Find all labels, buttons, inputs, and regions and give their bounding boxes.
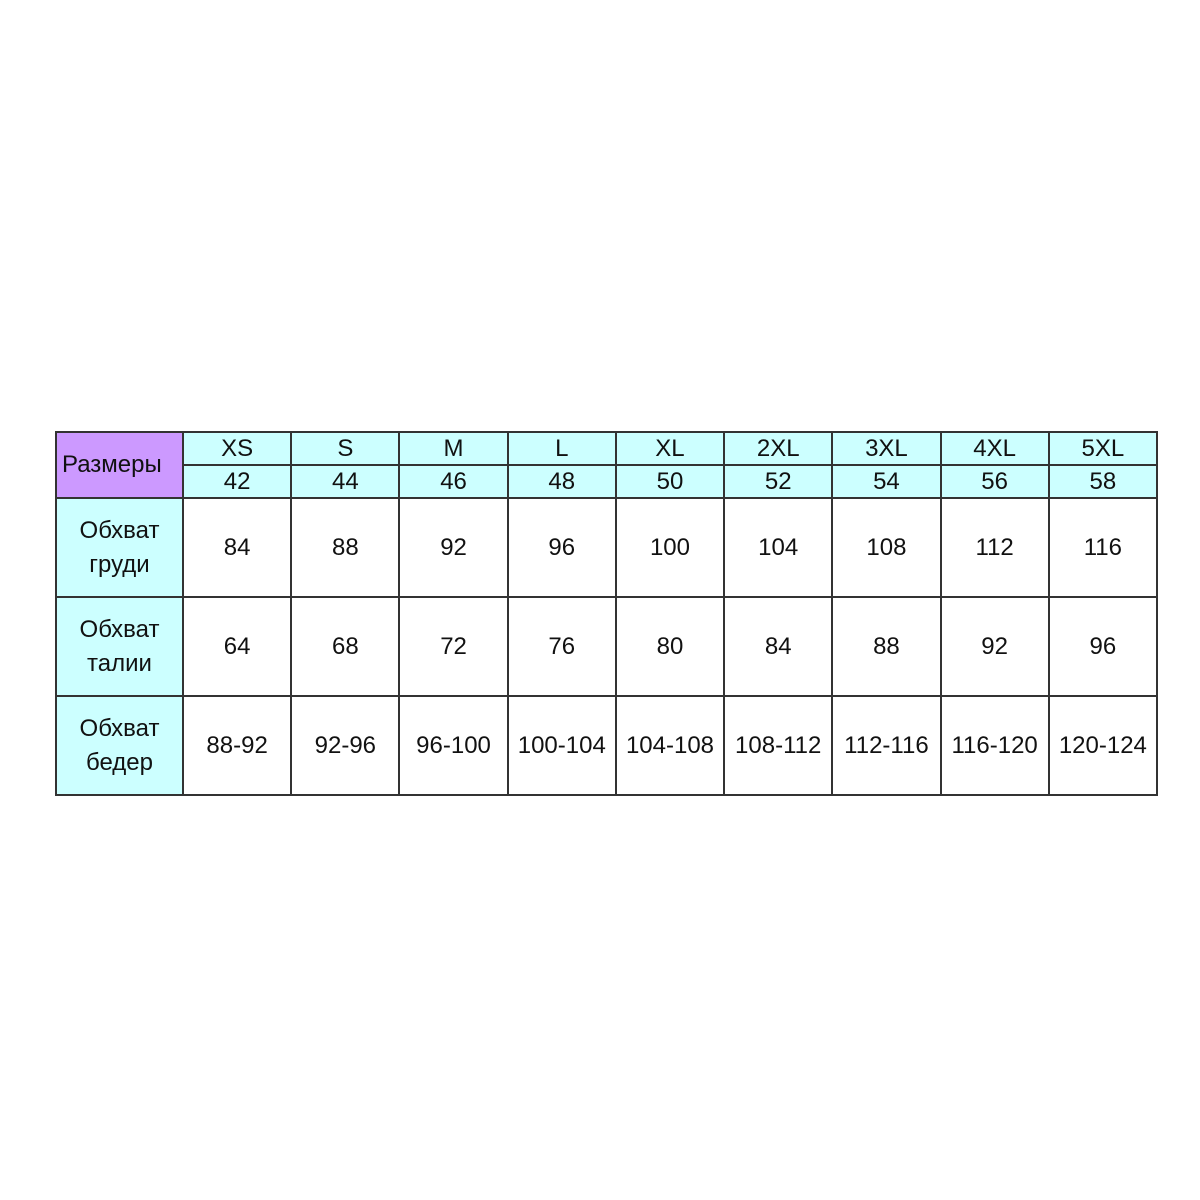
table-cell: 112-116 bbox=[831, 695, 942, 796]
ru-size-header: 46 bbox=[398, 464, 509, 499]
ru-size-header: 42 bbox=[181, 464, 293, 499]
row-label: Обхват бедер bbox=[55, 695, 184, 796]
table-cell: 76 bbox=[506, 596, 617, 697]
table-cell: 120-124 bbox=[1047, 695, 1159, 796]
table-cell: 84 bbox=[181, 497, 293, 598]
ru-size-header: 44 bbox=[290, 464, 401, 499]
ru-size-header: 48 bbox=[506, 464, 617, 499]
size-header: 4XL bbox=[939, 431, 1050, 466]
table-cell: 116 bbox=[1047, 497, 1159, 598]
header-row-ru-sizes: 42 44 46 48 50 52 54 56 58 bbox=[56, 464, 1159, 499]
table-cell: 84 bbox=[723, 596, 834, 697]
row-label-line: Обхват bbox=[79, 714, 160, 742]
table-row: Обхват талии 64 68 72 76 80 84 88 92 96 bbox=[55, 596, 1159, 697]
size-header: S bbox=[290, 431, 401, 466]
size-chart-table: Размеры XS S M L XL 2XL 3XL 4XL 5XL 42 44 46 48 50 52 54… bbox=[55, 431, 1159, 796]
table-cell: 96 bbox=[506, 497, 617, 598]
table-cell: 116-120 bbox=[939, 695, 1050, 796]
table-cell: 96 bbox=[1047, 596, 1159, 697]
table-cell: 80 bbox=[614, 596, 726, 697]
row-label-line: Обхват bbox=[79, 615, 160, 643]
table-cell: 72 bbox=[398, 596, 509, 697]
table-row: Обхват груди 84 88 92 96 100 104 108 112 116 bbox=[55, 497, 1159, 598]
size-header: XL bbox=[614, 431, 726, 466]
table-cell: 88 bbox=[831, 596, 942, 697]
corner-label: Размеры bbox=[55, 431, 184, 499]
size-header: L bbox=[506, 431, 617, 466]
table-cell: 96-100 bbox=[398, 695, 509, 796]
row-label-line: талии bbox=[87, 649, 152, 677]
table-cell: 92 bbox=[939, 596, 1050, 697]
ru-size-header: 56 bbox=[939, 464, 1050, 499]
table-cell: 92-96 bbox=[290, 695, 401, 796]
table-cell: 88 bbox=[290, 497, 401, 598]
table-cell: 104 bbox=[723, 497, 834, 598]
table-cell: 100 bbox=[614, 497, 726, 598]
size-header: M bbox=[398, 431, 509, 466]
size-header: XS bbox=[181, 431, 293, 466]
row-label-line: груди bbox=[89, 550, 150, 578]
table-cell: 64 bbox=[181, 596, 293, 697]
row-label-line: бедер bbox=[86, 748, 153, 776]
size-header: 3XL bbox=[831, 431, 942, 466]
table-cell: 108-112 bbox=[723, 695, 834, 796]
row-label: Обхват груди bbox=[55, 497, 184, 598]
header-row-sizes: Размеры XS S M L XL 2XL 3XL 4XL 5XL bbox=[55, 431, 1159, 499]
table-cell: 104-108 bbox=[614, 695, 726, 796]
size-header: 2XL bbox=[723, 431, 834, 466]
table-cell: 108 bbox=[831, 497, 942, 598]
table-cell: 68 bbox=[290, 596, 401, 697]
ru-size-header: 58 bbox=[1047, 464, 1159, 499]
table-cell: 92 bbox=[398, 497, 509, 598]
table-row: Обхват бедер 88-92 92-96 96-100 100-104 104-10… bbox=[55, 695, 1159, 796]
table-cell: 112 bbox=[939, 497, 1050, 598]
table-cell: 88-92 bbox=[181, 695, 293, 796]
row-label-line: Обхват bbox=[79, 516, 160, 544]
row-label: Обхват талии bbox=[55, 596, 184, 697]
ru-size-header: 52 bbox=[723, 464, 834, 499]
ru-size-header: 54 bbox=[831, 464, 942, 499]
table-cell: 100-104 bbox=[506, 695, 617, 796]
size-header: 5XL bbox=[1047, 431, 1159, 466]
ru-size-header: 50 bbox=[614, 464, 726, 499]
